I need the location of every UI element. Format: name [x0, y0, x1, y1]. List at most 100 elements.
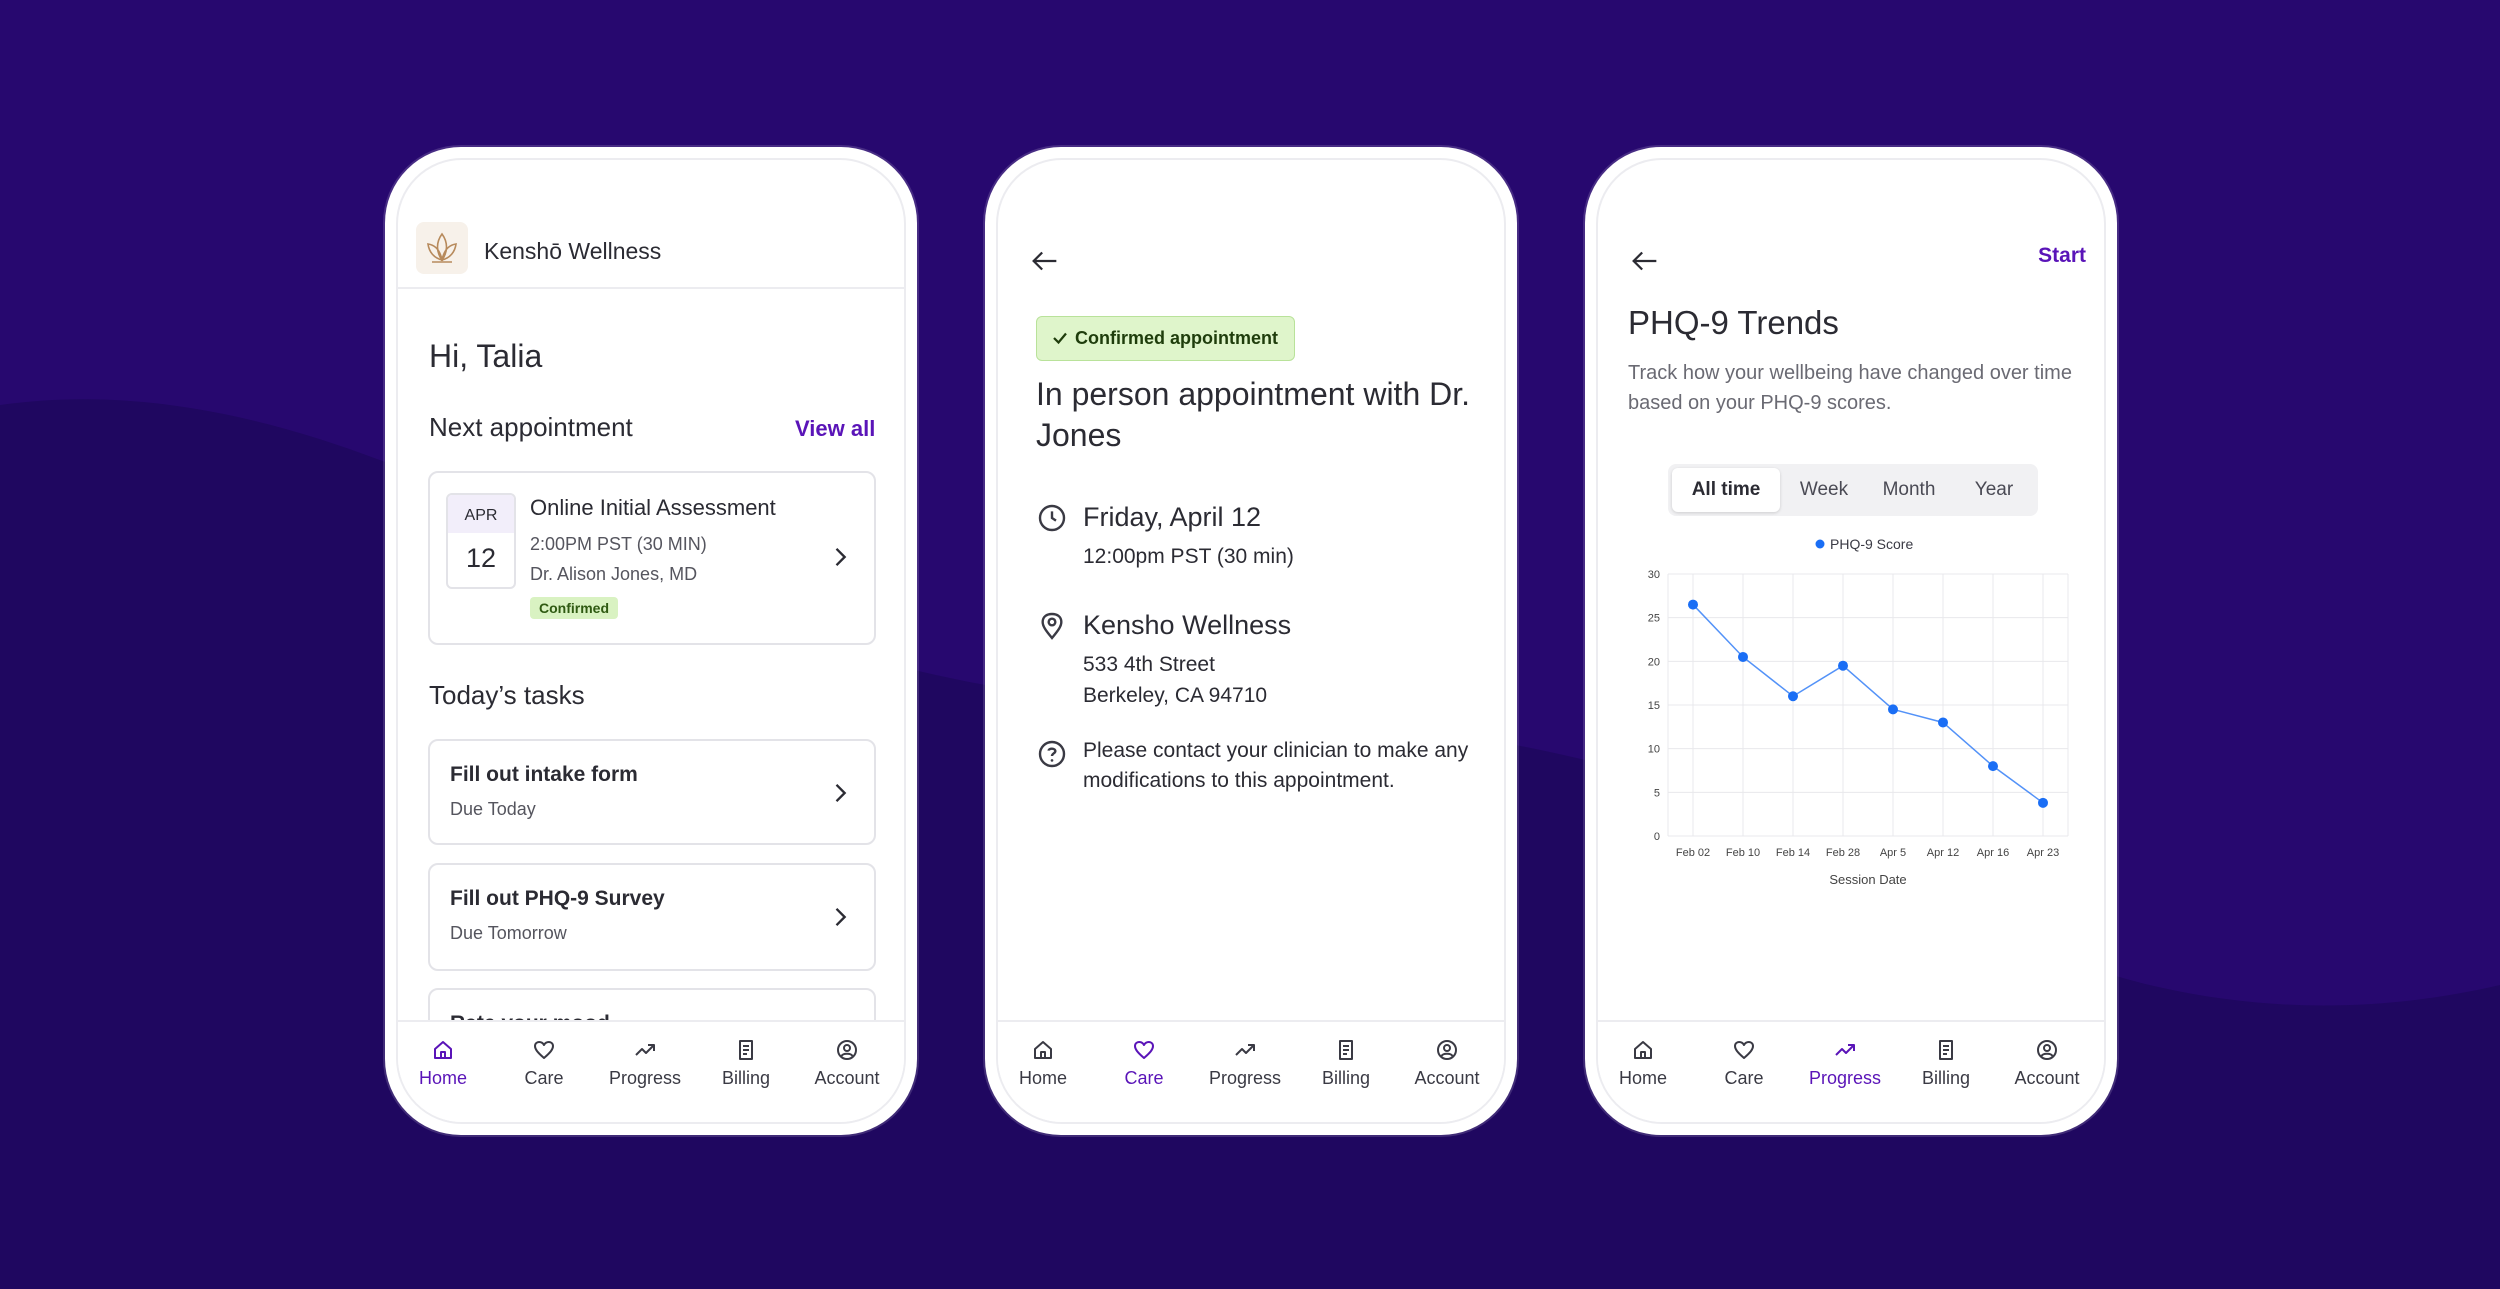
progress-screen: Start PHQ-9 Trends Track how your wellbe…	[1596, 158, 2106, 1124]
legend-marker	[1815, 539, 1825, 549]
y-tick-label: 15	[1648, 700, 1660, 712]
nav-billing[interactable]: Billing	[1296, 1038, 1396, 1089]
task-title: Fill out PHQ-9 Survey	[450, 887, 665, 910]
task-card[interactable]: Fill out PHQ-9 Survey Due Tomorrow	[428, 863, 876, 971]
appointment-time: 12:00pm PST (30 min)	[1083, 545, 1294, 568]
nav-account[interactable]: Account	[797, 1038, 897, 1089]
appointment-time: 2:00PM PST (30 MIN)	[530, 534, 707, 554]
appointment-month: APR	[448, 495, 514, 533]
phq9-line-chart: 0 5 10 15 20 25 30 Feb 02 Feb 10 Feb 14 Feb 28 Apr …	[1648, 536, 2069, 887]
back-arrow-icon[interactable]	[1028, 244, 1062, 278]
view-all-link[interactable]: View all	[795, 416, 876, 441]
heart-icon	[534, 1041, 554, 1059]
x-tick-label: Apr 23	[2027, 847, 2059, 859]
task-due: Due Tomorrow	[450, 923, 567, 943]
start-button[interactable]: Start	[2038, 244, 2086, 267]
help-circle-icon	[1038, 740, 1066, 768]
tasks-heading: Today’s tasks	[429, 680, 585, 710]
nav-home[interactable]: Home	[1598, 1038, 1693, 1089]
y-tick-label: 25	[1648, 613, 1660, 625]
nav-billing[interactable]: Billing	[1896, 1038, 1996, 1089]
chevron-right-icon	[835, 548, 847, 566]
x-tick-label: Feb 28	[1826, 847, 1860, 859]
tab-year[interactable]: Year	[1974, 479, 2014, 500]
y-tick-label: 20	[1648, 656, 1660, 668]
nav-account[interactable]: Account	[1397, 1038, 1497, 1089]
page-title: PHQ-9 Trends	[1628, 304, 1839, 341]
y-tick-label: 10	[1648, 744, 1660, 756]
home-icon	[1634, 1041, 1652, 1059]
confirmed-badge: Confirmed appointment	[1036, 316, 1295, 361]
location-pin-icon	[1041, 612, 1063, 640]
data-point	[1938, 717, 1948, 728]
tab-all-time[interactable]: All time	[1672, 468, 1780, 512]
phone-home: Kenshō Wellness Hi, Talia Next appointme…	[385, 147, 917, 1135]
x-tick-label: Feb 10	[1726, 847, 1760, 859]
brand-header: Kenshō Wellness	[398, 212, 904, 289]
address-line2: Berkeley, CA 94710	[1083, 684, 1268, 707]
x-tick-label: Apr 16	[1977, 847, 2009, 859]
greeting: Hi, Talia	[429, 338, 543, 374]
phone-progress: Start PHQ-9 Trends Track how your wellbe…	[1585, 147, 2117, 1135]
data-point	[1688, 599, 1698, 610]
appointment-day: 12	[465, 543, 497, 573]
nav-account[interactable]: Account	[1997, 1038, 2097, 1089]
data-point	[2038, 797, 2048, 808]
tab-month[interactable]: Month	[1882, 479, 1936, 500]
chevron-right-icon	[835, 784, 847, 802]
phone-care: Confirmed appointment In person appointm…	[985, 147, 1517, 1135]
nav-progress[interactable]: Progress	[1795, 1038, 1895, 1089]
nav-home[interactable]: Home	[998, 1038, 1093, 1089]
user-circle-icon	[2037, 1040, 2057, 1060]
tab-week[interactable]: Week	[1799, 479, 1849, 500]
clock-icon	[1038, 504, 1066, 532]
data-point	[1888, 704, 1898, 715]
task-title: Fill out intake form	[450, 763, 638, 786]
task-card[interactable]: Fill out intake form Due Today	[428, 739, 876, 845]
legend-label: PHQ-9 Score	[1830, 536, 1913, 552]
appointment-date: APR 12	[446, 493, 516, 589]
bottom-nav: Home Care Progress Billing Account	[398, 1020, 904, 1122]
series-line	[1692, 604, 2044, 804]
trending-up-icon	[635, 1044, 655, 1056]
trending-up-icon	[1835, 1044, 1855, 1056]
appointment-clinician: Dr. Alison Jones, MD	[530, 564, 698, 584]
back-arrow-icon[interactable]	[1628, 244, 1662, 278]
x-axis-label: Session Date	[1829, 872, 1906, 887]
bottom-nav: Home Care Progress Billing Account	[1598, 1020, 2104, 1122]
appointment-card[interactable]: APR 12 Online Initial Assessment 2:00PM …	[428, 471, 876, 645]
y-tick-label: 0	[1654, 831, 1660, 843]
nav-care[interactable]: Care	[1694, 1038, 1794, 1089]
home-screen: Kenshō Wellness Hi, Talia Next appointme…	[396, 158, 906, 1124]
home-icon	[1034, 1041, 1052, 1059]
next-appointment-heading: Next appointment	[429, 412, 633, 442]
nav-progress[interactable]: Progress	[1195, 1038, 1295, 1089]
y-tick-label: 5	[1654, 787, 1660, 799]
receipt-icon	[1339, 1040, 1353, 1060]
nav-billing[interactable]: Billing	[696, 1038, 796, 1089]
location-name: Kensho Wellness	[1083, 610, 1292, 640]
check-icon	[1053, 332, 1067, 345]
status-badge: Confirmed	[530, 597, 618, 619]
appointment-title: In person appointment with Dr. Jones	[1036, 376, 1471, 453]
appointment-date: Friday, April 12	[1083, 502, 1262, 532]
home-icon	[434, 1041, 452, 1059]
receipt-icon	[739, 1040, 753, 1060]
y-tick-label: 30	[1648, 569, 1660, 581]
heart-icon	[1134, 1041, 1154, 1059]
nav-care[interactable]: Care	[1094, 1038, 1194, 1089]
address-line1: 533 4th Street	[1083, 653, 1215, 676]
brand-name: Kenshō Wellness	[484, 238, 662, 264]
nav-progress[interactable]: Progress	[595, 1038, 695, 1089]
user-circle-icon	[837, 1040, 857, 1060]
x-tick-label: Feb 14	[1776, 847, 1810, 859]
nav-home[interactable]: Home	[398, 1038, 493, 1089]
lotus-logo-icon	[416, 222, 468, 274]
data-point	[1788, 691, 1798, 702]
nav-care[interactable]: Care	[494, 1038, 594, 1089]
heart-icon	[1734, 1041, 1754, 1059]
data-point	[1988, 761, 1998, 772]
time-range-tabs: All time Week Month Year	[1668, 464, 2038, 516]
trending-up-icon	[1235, 1044, 1255, 1056]
chevron-right-icon	[835, 908, 847, 926]
